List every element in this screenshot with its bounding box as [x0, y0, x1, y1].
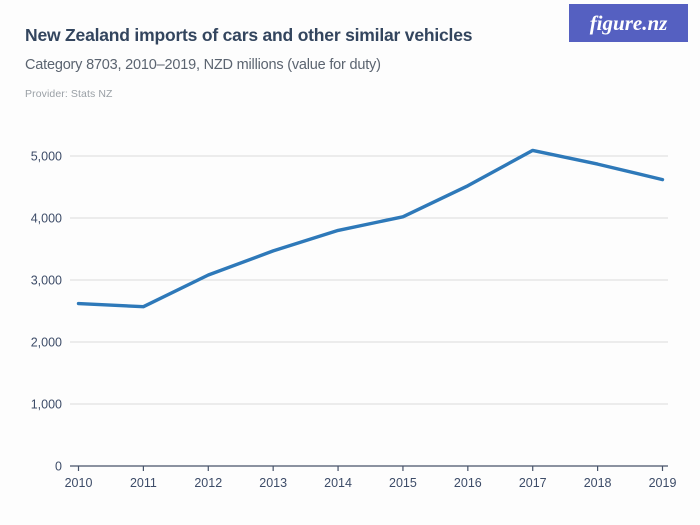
x-axis-tick-label: 2014 — [324, 476, 352, 490]
x-axis-tick-label: 2013 — [259, 476, 287, 490]
y-axis-tick-label: 4,000 — [31, 212, 62, 226]
line-chart: 0 1,000 2,000 3,000 4,000 5,000 2010 2011 2012 20… — [31, 148, 677, 490]
figure-nz-logo-text: figure.nz — [589, 10, 668, 35]
data-line-imports — [76, 148, 665, 309]
x-axis-tick-label: 2016 — [454, 476, 482, 490]
y-axis-tick-label: 2,000 — [31, 336, 62, 350]
x-axis-tick-label: 2012 — [194, 476, 222, 490]
x-axis-tick-label: 2015 — [389, 476, 417, 490]
figure-nz-logo[interactable]: figure.nz — [569, 4, 688, 42]
x-axis-tick-label: 2011 — [130, 476, 157, 490]
y-axis-tick-label: 0 — [55, 460, 62, 474]
x-axis-tick-label: 2010 — [65, 476, 93, 490]
x-axis-tick-label: 2019 — [649, 476, 677, 490]
y-axis-tick-label: 1,000 — [31, 398, 62, 412]
provider-label: Provider: Stats NZ — [25, 88, 113, 100]
y-axis-tick-label: 5,000 — [31, 150, 62, 164]
chart-subtitle: Category 8703, 2010–2019, NZD millions (… — [25, 57, 381, 73]
page-title: New Zealand imports of cars and other si… — [25, 25, 473, 45]
y-axis-tick-label: 3,000 — [31, 274, 62, 288]
x-axis-tick-label: 2018 — [584, 476, 612, 490]
x-axis-tick-label: 2017 — [519, 476, 547, 490]
